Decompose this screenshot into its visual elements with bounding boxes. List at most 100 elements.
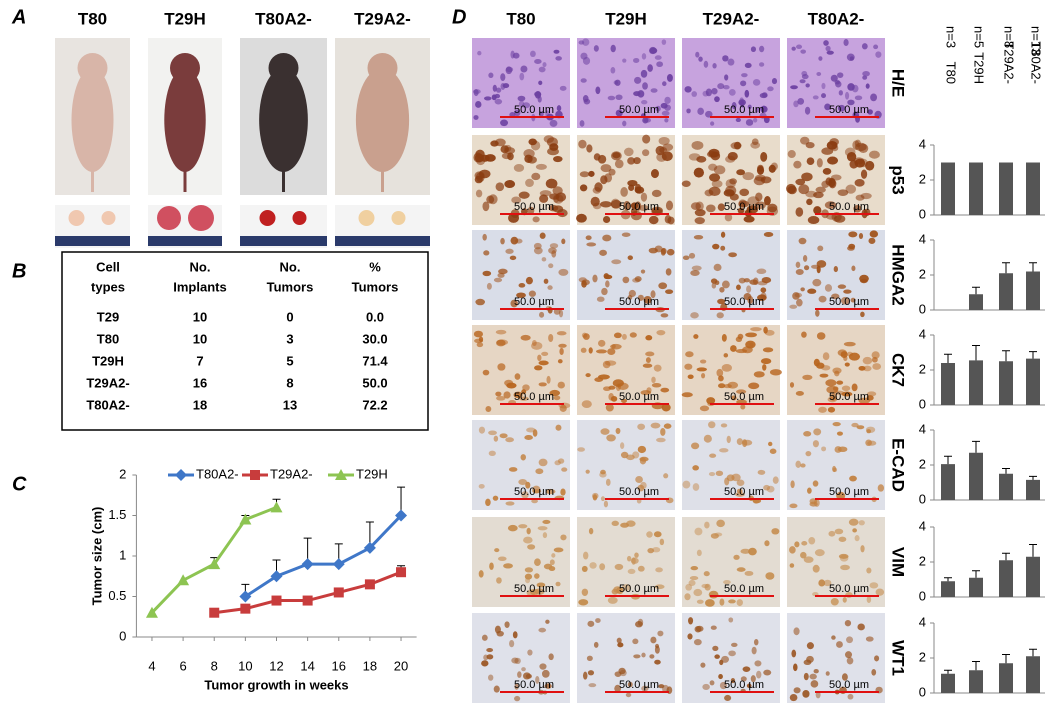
nucleus xyxy=(713,165,726,175)
nucleus xyxy=(860,169,868,179)
nucleus xyxy=(826,50,834,55)
nucleus xyxy=(538,382,547,387)
nucleus xyxy=(721,364,732,372)
nucleus xyxy=(764,540,770,547)
series-line xyxy=(244,514,403,598)
nucleus xyxy=(696,599,704,604)
nucleus xyxy=(714,96,720,103)
nucleus xyxy=(718,383,726,389)
nucleus xyxy=(581,279,590,286)
nucleus xyxy=(832,367,842,374)
nucleus xyxy=(537,526,548,531)
nucleus xyxy=(842,597,847,603)
nucleus xyxy=(720,231,726,238)
nucleus xyxy=(556,331,567,336)
nucleus xyxy=(690,270,700,276)
nucleus xyxy=(475,172,485,183)
nucleus xyxy=(510,299,518,308)
nucleus xyxy=(795,261,801,268)
nucleus xyxy=(526,589,536,597)
marker xyxy=(396,567,407,578)
ruler xyxy=(148,236,222,246)
nucleus xyxy=(551,553,556,558)
x-tick-label: 16 xyxy=(332,658,346,673)
nucleus xyxy=(730,345,737,352)
nucleus xyxy=(685,351,694,358)
nucleus xyxy=(627,255,633,261)
nucleus xyxy=(555,56,562,61)
nucleus xyxy=(481,634,488,641)
nucleus xyxy=(694,527,703,536)
nucleus xyxy=(488,450,496,457)
sample-size-label: n=8 xyxy=(1002,26,1017,48)
marker xyxy=(208,558,221,570)
mouse-head xyxy=(367,53,398,83)
ihc-row-label: p53 xyxy=(889,165,908,194)
nucleus xyxy=(745,119,754,126)
nucleus xyxy=(507,152,514,161)
ihc-column-label: T29A2- xyxy=(703,9,760,28)
nucleus xyxy=(481,660,489,667)
nucleus xyxy=(634,276,642,282)
nucleus xyxy=(527,649,533,656)
nucleus xyxy=(692,465,699,471)
nucleus xyxy=(595,349,608,354)
nucleus xyxy=(690,565,699,571)
nucleus xyxy=(664,96,671,104)
marker xyxy=(270,570,283,583)
nucleus xyxy=(829,393,838,401)
nucleus xyxy=(641,99,648,105)
nucleus xyxy=(495,87,502,93)
nucleus xyxy=(874,655,880,662)
nucleus xyxy=(696,367,708,372)
nucleus xyxy=(831,635,836,640)
nucleus xyxy=(839,554,849,562)
nucleus xyxy=(812,95,819,100)
nucleus xyxy=(523,536,533,544)
nucleus xyxy=(651,382,662,388)
scale-bar-label: 50.0 µm xyxy=(724,679,764,691)
nucleus xyxy=(642,134,651,144)
nucleus xyxy=(559,85,567,91)
nucleus xyxy=(526,527,531,535)
nucleus xyxy=(858,520,865,526)
nucleus xyxy=(665,200,674,211)
nucleus xyxy=(724,694,732,702)
nucleus xyxy=(534,365,543,371)
nucleus xyxy=(691,91,698,97)
nucleus xyxy=(548,334,554,342)
nucleus xyxy=(589,562,597,569)
nucleus xyxy=(504,180,516,189)
nucleus xyxy=(553,547,564,553)
nucleus xyxy=(588,683,597,688)
ihc-row-label: VIM xyxy=(889,547,908,577)
nucleus xyxy=(824,201,837,209)
nucleus xyxy=(870,93,878,102)
mouse-head xyxy=(268,53,299,83)
table-cell: T29H xyxy=(92,353,124,368)
nucleus xyxy=(629,332,637,338)
nucleus xyxy=(693,167,705,178)
nucleus xyxy=(801,172,813,182)
nucleus xyxy=(693,234,704,240)
nucleus xyxy=(518,100,525,108)
nucleus xyxy=(744,89,750,98)
nucleus xyxy=(654,55,662,60)
table-header: % xyxy=(369,259,381,274)
nucleus xyxy=(583,98,591,105)
nucleus xyxy=(790,480,795,489)
nucleus xyxy=(534,90,542,99)
nucleus xyxy=(552,155,563,163)
nucleus xyxy=(705,599,715,607)
scale-bar-label: 50.0 µm xyxy=(619,201,659,213)
nucleus xyxy=(539,311,545,318)
nucleus xyxy=(534,573,540,579)
nucleus xyxy=(634,183,642,194)
nucleus xyxy=(860,311,865,318)
sample-size-label: n=13 xyxy=(1029,26,1044,55)
nucleus xyxy=(791,46,796,51)
nucleus xyxy=(866,595,872,604)
bar xyxy=(1026,479,1040,500)
table-cell: 16 xyxy=(193,375,207,390)
mouse-body xyxy=(71,68,114,172)
